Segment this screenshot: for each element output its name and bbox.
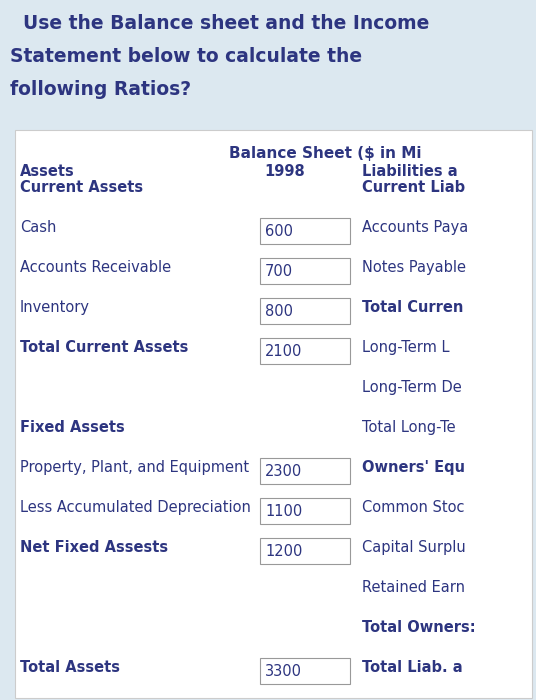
FancyBboxPatch shape [15, 130, 532, 698]
Text: Use the Balance sheet and the Income: Use the Balance sheet and the Income [10, 14, 429, 33]
Text: Long-Term L: Long-Term L [362, 340, 450, 355]
Text: Liabilities a: Liabilities a [362, 164, 458, 179]
Text: Total Long-Te: Total Long-Te [362, 420, 456, 435]
Text: 3300: 3300 [265, 664, 302, 678]
FancyBboxPatch shape [260, 298, 350, 324]
Text: Statement below to calculate the: Statement below to calculate the [10, 47, 362, 66]
Text: Assets: Assets [20, 164, 75, 179]
Text: Capital Surplu: Capital Surplu [362, 540, 466, 555]
FancyBboxPatch shape [0, 0, 536, 128]
Text: Fixed Assets: Fixed Assets [20, 420, 125, 435]
Text: 2300: 2300 [265, 463, 302, 479]
Text: Owners' Equ: Owners' Equ [362, 460, 465, 475]
Text: Total Current Assets: Total Current Assets [20, 340, 188, 355]
Text: 800: 800 [265, 304, 293, 318]
Text: following Ratios?: following Ratios? [10, 80, 191, 99]
Text: Total Liab. a: Total Liab. a [362, 660, 463, 675]
Text: Property, Plant, and Equipment: Property, Plant, and Equipment [20, 460, 249, 475]
FancyBboxPatch shape [260, 538, 350, 564]
FancyBboxPatch shape [260, 658, 350, 684]
FancyBboxPatch shape [260, 338, 350, 364]
FancyBboxPatch shape [260, 218, 350, 244]
Text: 2100: 2100 [265, 344, 302, 358]
Text: Less Accumulated Depreciation: Less Accumulated Depreciation [20, 500, 251, 515]
Text: Accounts Paya: Accounts Paya [362, 220, 468, 235]
Text: Current Liab: Current Liab [362, 180, 465, 195]
Text: Retained Earn: Retained Earn [362, 580, 465, 595]
Text: Balance Sheet ($ in Mi: Balance Sheet ($ in Mi [229, 146, 421, 161]
Text: Current Assets: Current Assets [20, 180, 143, 195]
Text: Total Assets: Total Assets [20, 660, 120, 675]
FancyBboxPatch shape [260, 498, 350, 524]
Text: Inventory: Inventory [20, 300, 90, 315]
Text: Notes Payable: Notes Payable [362, 260, 466, 275]
FancyBboxPatch shape [260, 458, 350, 484]
Text: Net Fixed Assests: Net Fixed Assests [20, 540, 168, 555]
Text: 600: 600 [265, 223, 293, 239]
FancyBboxPatch shape [260, 258, 350, 284]
Text: Cash: Cash [20, 220, 56, 235]
Text: Total Owners:: Total Owners: [362, 620, 475, 635]
Text: 1100: 1100 [265, 503, 302, 519]
Text: Total Curren: Total Curren [362, 300, 464, 315]
Text: Accounts Receivable: Accounts Receivable [20, 260, 171, 275]
Text: Common Stoc: Common Stoc [362, 500, 465, 515]
Text: Long-Term De: Long-Term De [362, 380, 461, 395]
Text: 1998: 1998 [264, 164, 305, 179]
Text: 700: 700 [265, 263, 293, 279]
Text: 1200: 1200 [265, 543, 302, 559]
